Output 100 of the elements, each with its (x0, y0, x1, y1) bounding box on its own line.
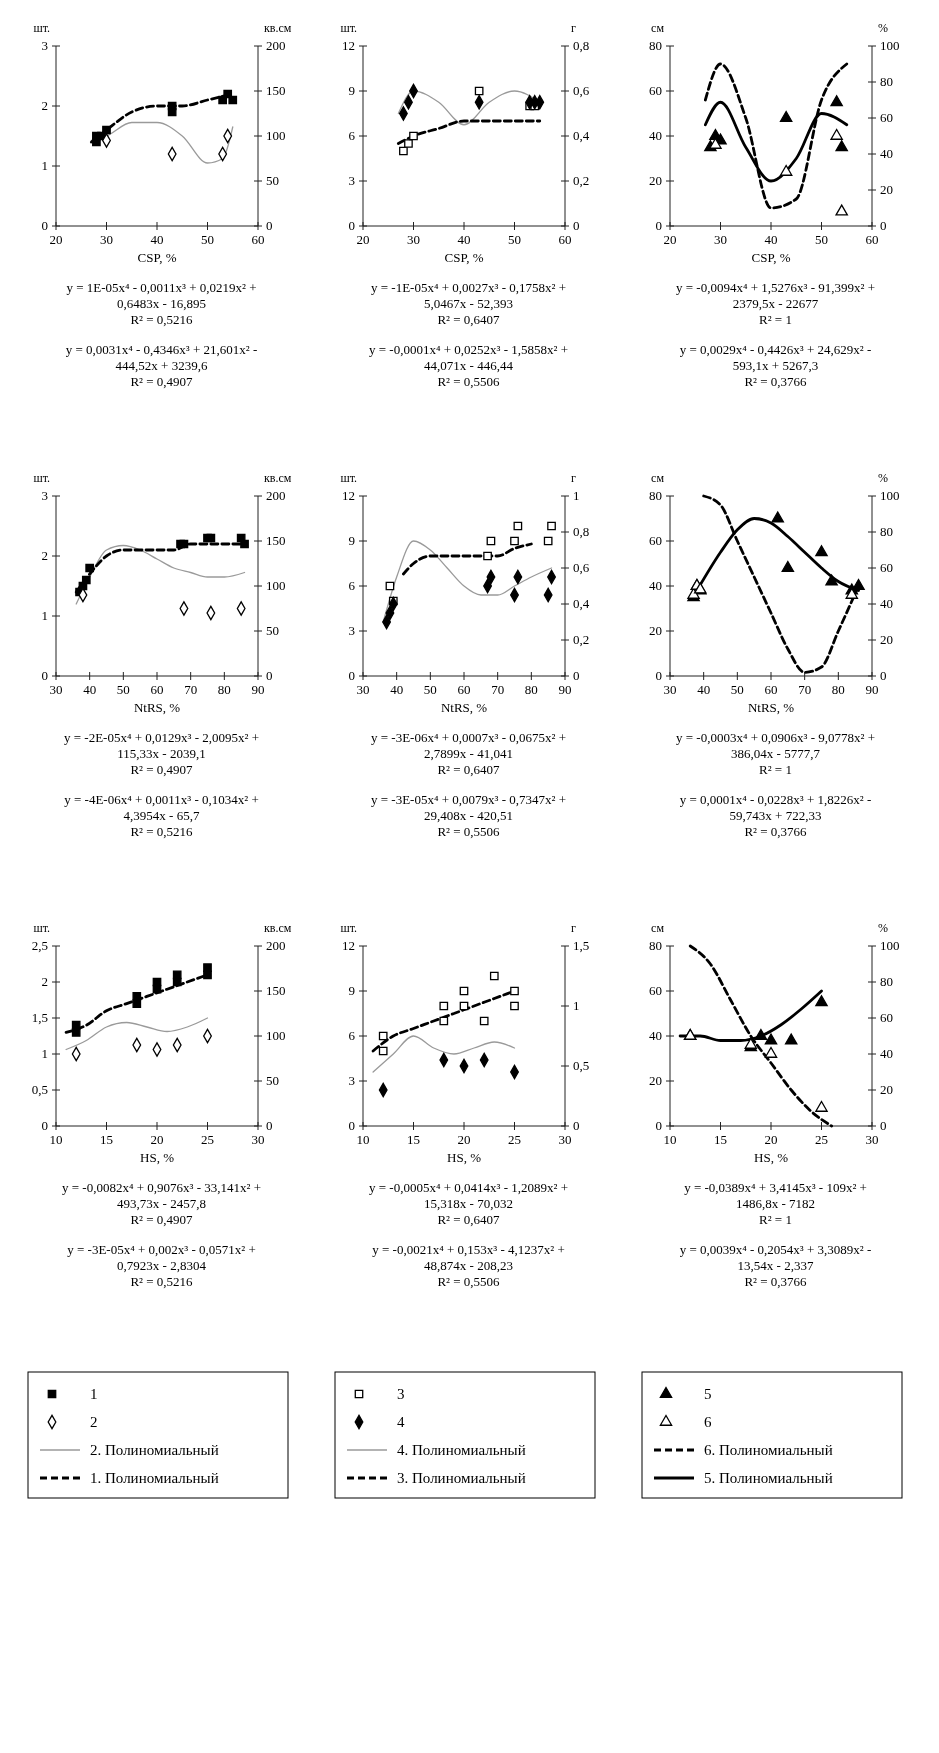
y-tick-label: 12 (342, 488, 355, 503)
y-tick-label: 9 (348, 983, 355, 998)
text: y = 0,0029x⁴ - 0,4426x³ + 24,629x² - 593,1x + 5267,3 R² = 0,3766 (679, 342, 872, 389)
legend-label: 5. Полиномиальный (704, 1470, 833, 1486)
y-tick-label: 20 (649, 623, 662, 638)
y-tick-label: 40 (649, 578, 662, 593)
y2-tick-label: 100 (880, 38, 900, 53)
y2-tick-label: 100 (266, 578, 286, 593)
y2-tick-label: 0 (880, 668, 887, 683)
y2-tick-label: 60 (880, 1010, 893, 1025)
x-tick-label: 60 (865, 232, 879, 247)
y-tick-label: 3 (348, 623, 355, 638)
y-tick-label: 60 (649, 983, 662, 998)
y-tick-label: 0 (655, 668, 662, 683)
y-tick-label: 80 (649, 38, 662, 53)
y2-tick-label: 0,4 (573, 128, 590, 143)
y-tick-label: 0 (655, 218, 662, 233)
text: y = -3E-05x⁴ + 0,002x³ - 0,0571x² + 0,7923x - 2,8304 R² = 0,5216 (67, 1242, 256, 1289)
y-tick-label: 9 (348, 83, 355, 98)
y2-axis-title: % (878, 21, 888, 35)
y2-tick-label: 40 (880, 146, 893, 161)
y-tick-label: 9 (348, 533, 355, 548)
text: y = -3E-05x⁴ + 0,0079x³ - 0,7347x² + 29,408x - 420,51 R² = 0,5506 (371, 792, 566, 839)
y2-tick-label: 100 (880, 938, 900, 953)
y2-tick-label: 1 (573, 488, 580, 503)
x-tick-label: 70 (798, 682, 812, 697)
y2-axis-title: % (878, 471, 888, 485)
y-tick-label: 0 (655, 1118, 662, 1133)
text: y = 1E-05x⁴ - 0,0011x³ + 0,0219x² + 0,6483x - 16,895 R² = 0,5216 (66, 280, 257, 327)
y2-tick-label: 20 (880, 632, 893, 647)
y-tick-label: 1,5 (31, 1010, 48, 1025)
y2-tick-label: 60 (880, 560, 893, 575)
x-tick-label: 90 (865, 682, 879, 697)
x-axis-title: HS, % (447, 1150, 482, 1165)
y2-tick-label: 200 (266, 488, 286, 503)
y2-tick-label: 100 (880, 488, 900, 503)
y2-tick-label: 100 (266, 1028, 286, 1043)
x-tick-label: 50 (730, 682, 744, 697)
y2-tick-label: 20 (880, 182, 893, 197)
y-tick-label: 3 (348, 1073, 355, 1088)
y-axis-title: см (651, 21, 665, 35)
x-tick-label: 80 (831, 682, 845, 697)
y-axis-title: шт. (340, 471, 357, 485)
y-tick-label: 6 (348, 1028, 356, 1043)
x-tick-label: 80 (217, 682, 231, 697)
y-axis-title: шт. (33, 921, 50, 935)
y2-tick-label: 80 (880, 974, 893, 989)
y2-axis-title: кв.см (264, 21, 292, 35)
x-tick-label: 15 (100, 1132, 113, 1147)
y2-axis-title: г (571, 471, 576, 485)
text: y = -4E-06x⁴ + 0,0011x³ - 0,1034x² + 4,3954x - 65,7 R² = 0,5216 (64, 792, 259, 839)
y-tick-label: 80 (649, 938, 662, 953)
x-tick-label: 30 (865, 1132, 879, 1147)
x-tick-label: 10 (356, 1132, 370, 1147)
y-tick-label: 0 (41, 668, 48, 683)
x-axis-title: NtRS, % (133, 700, 181, 715)
x-tick-label: 60 (251, 232, 265, 247)
legend-label: 5 (704, 1386, 712, 1402)
y2-tick-label: 0 (880, 218, 887, 233)
y2-tick-label: 100 (266, 128, 286, 143)
y-tick-label: 0 (348, 668, 355, 683)
x-tick-label: 50 (508, 232, 521, 247)
y2-tick-label: 0 (880, 1118, 887, 1133)
x-tick-label: 50 (423, 682, 437, 697)
legend-label: 4 (397, 1414, 405, 1430)
y2-axis-title: кв.см (264, 471, 292, 485)
y-tick-label: 3 (348, 173, 355, 188)
y-tick-label: 20 (649, 1073, 662, 1088)
y2-tick-label: 20 (880, 1082, 893, 1097)
y2-tick-label: 150 (266, 983, 286, 998)
y2-tick-label: 0 (573, 668, 580, 683)
legend-label: 1. Полиномиальный (90, 1470, 219, 1486)
x-tick-label: 60 (150, 682, 164, 697)
x-tick-label: 25 (508, 1132, 521, 1147)
y2-axis-title: % (878, 921, 888, 935)
x-tick-label: 70 (491, 682, 505, 697)
x-tick-label: 20 (150, 1132, 164, 1147)
y-axis-title: шт. (33, 471, 50, 485)
y-axis-title: шт. (33, 21, 50, 35)
x-tick-label: 10 (49, 1132, 63, 1147)
text: y = -3E-06x⁴ + 0,0007x³ - 0,0675x² + 2,7899x - 41,041 R² = 0,6407 (371, 730, 566, 777)
y2-tick-label: 0 (573, 1118, 580, 1133)
y2-tick-label: 0,8 (573, 524, 590, 539)
x-tick-label: 40 (457, 232, 471, 247)
text: y = -0,0003x⁴ + 0,0906x³ - 9,0778x² + 386,04x - 5777,7 R² = 1 (676, 730, 875, 777)
legend-label: 6. Полиномиальный (704, 1442, 833, 1458)
y2-tick-label: 0,2 (573, 632, 590, 647)
y-tick-label: 2 (41, 548, 48, 563)
x-axis-title: CSP, % (444, 250, 484, 265)
legend-label: 6 (704, 1414, 712, 1430)
legend-label: 2 (90, 1414, 98, 1430)
y-tick-label: 6 (348, 578, 356, 593)
y2-tick-label: 150 (266, 533, 286, 548)
text: y = -0,0094x⁴ + 1,5276x³ - 91,399x² + 2379,5x - 22677 R² = 1 (676, 280, 875, 327)
y2-tick-label: 0 (266, 1118, 273, 1133)
y-tick-label: 80 (649, 488, 662, 503)
text: y = 0,0039x⁴ - 0,2054x³ + 3,3089x² - 13,54x - 2,337 R² = 0,3766 (679, 1242, 872, 1289)
y2-tick-label: 80 (880, 524, 893, 539)
y-tick-label: 1 (41, 1046, 48, 1061)
y2-axis-title: г (571, 921, 576, 935)
